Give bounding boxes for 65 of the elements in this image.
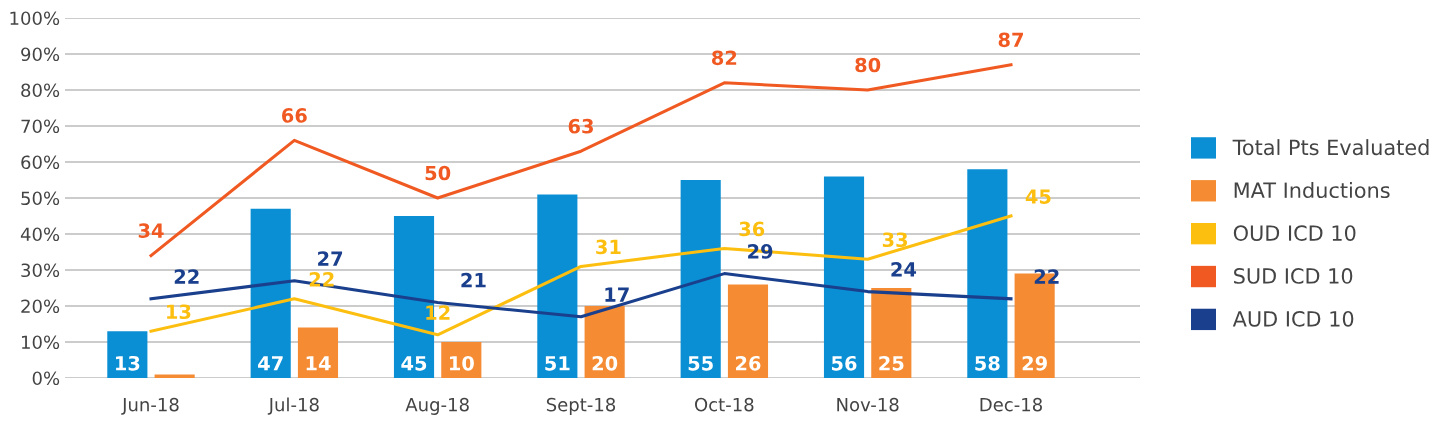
bar xyxy=(680,180,721,378)
data-label: 31 xyxy=(596,239,621,255)
bar xyxy=(107,331,148,378)
data-label: 58 xyxy=(975,355,1000,371)
legend-label: Total Pts Evaluated xyxy=(1232,139,1429,156)
x-tick-label: Oct-18 xyxy=(694,397,754,412)
y-tick-label: 100% xyxy=(10,11,60,26)
x-tick-label: Aug-18 xyxy=(405,397,469,415)
data-label: 27 xyxy=(318,251,343,266)
data-label: 34 xyxy=(138,223,164,238)
data-label: 45 xyxy=(1025,189,1051,204)
bar xyxy=(297,327,339,378)
bar xyxy=(727,284,769,378)
bar xyxy=(584,306,625,378)
data-label: 55 xyxy=(688,356,713,371)
x-tick-label: Jun-18 xyxy=(121,397,179,415)
data-label: 22 xyxy=(174,269,199,284)
y-tick-label: 10% xyxy=(21,335,60,350)
y-tick-label: 50% xyxy=(21,191,60,206)
data-label: 13 xyxy=(167,304,191,320)
y-tick-label: 20% xyxy=(21,299,60,314)
data-label: 10 xyxy=(449,355,474,371)
bar xyxy=(154,374,195,378)
legend-label: AUD ICD 10 xyxy=(1232,310,1354,327)
data-label: 56 xyxy=(831,355,857,371)
bar xyxy=(537,194,578,378)
x-tick-label: Sept-18 xyxy=(546,397,616,415)
x-tick-label: Jul-18 xyxy=(267,397,319,415)
y-tick-label: 40% xyxy=(20,227,60,242)
data-label: 17 xyxy=(605,287,629,302)
legend-label: MAT Inductions xyxy=(1234,181,1390,199)
data-label: 66 xyxy=(282,108,307,123)
y-tick-label: 90% xyxy=(21,47,60,62)
data-label: 13 xyxy=(116,355,140,371)
data-label: 24 xyxy=(891,262,917,277)
data-label: 87 xyxy=(998,32,1023,48)
data-label: 33 xyxy=(882,232,908,248)
data-label: 63 xyxy=(568,118,593,134)
data-label: 82 xyxy=(711,50,737,66)
bar xyxy=(250,208,291,378)
data-label: 47 xyxy=(258,356,283,371)
y-tick-label: 0% xyxy=(32,371,60,386)
y-tick-label: 30% xyxy=(21,263,60,278)
data-label: 14 xyxy=(306,356,331,371)
legend-label: OUD ICD 10 xyxy=(1233,225,1356,241)
data-label: 22 xyxy=(309,271,334,287)
data-label: 80 xyxy=(855,57,881,73)
data-label: 45 xyxy=(401,356,427,371)
data-label: 20 xyxy=(592,355,618,371)
legend-label: SUD ICD 10 xyxy=(1234,268,1353,284)
bar xyxy=(967,169,1008,378)
y-tick-label: 60% xyxy=(21,155,60,170)
data-label: 36 xyxy=(739,221,765,237)
bar xyxy=(823,176,865,378)
data-label: 26 xyxy=(735,355,761,371)
bar xyxy=(871,288,912,378)
y-tick-label: 70% xyxy=(21,119,60,134)
data-label: 21 xyxy=(461,272,486,288)
data-label: 50 xyxy=(425,165,451,181)
data-label: 25 xyxy=(879,355,904,371)
y-tick-label: 80% xyxy=(21,83,60,98)
data-label: 51 xyxy=(545,356,570,371)
x-tick-label: Dec-18 xyxy=(980,397,1042,412)
data-label: 29 xyxy=(1022,355,1047,371)
x-tick-label: Nov-18 xyxy=(837,397,899,412)
